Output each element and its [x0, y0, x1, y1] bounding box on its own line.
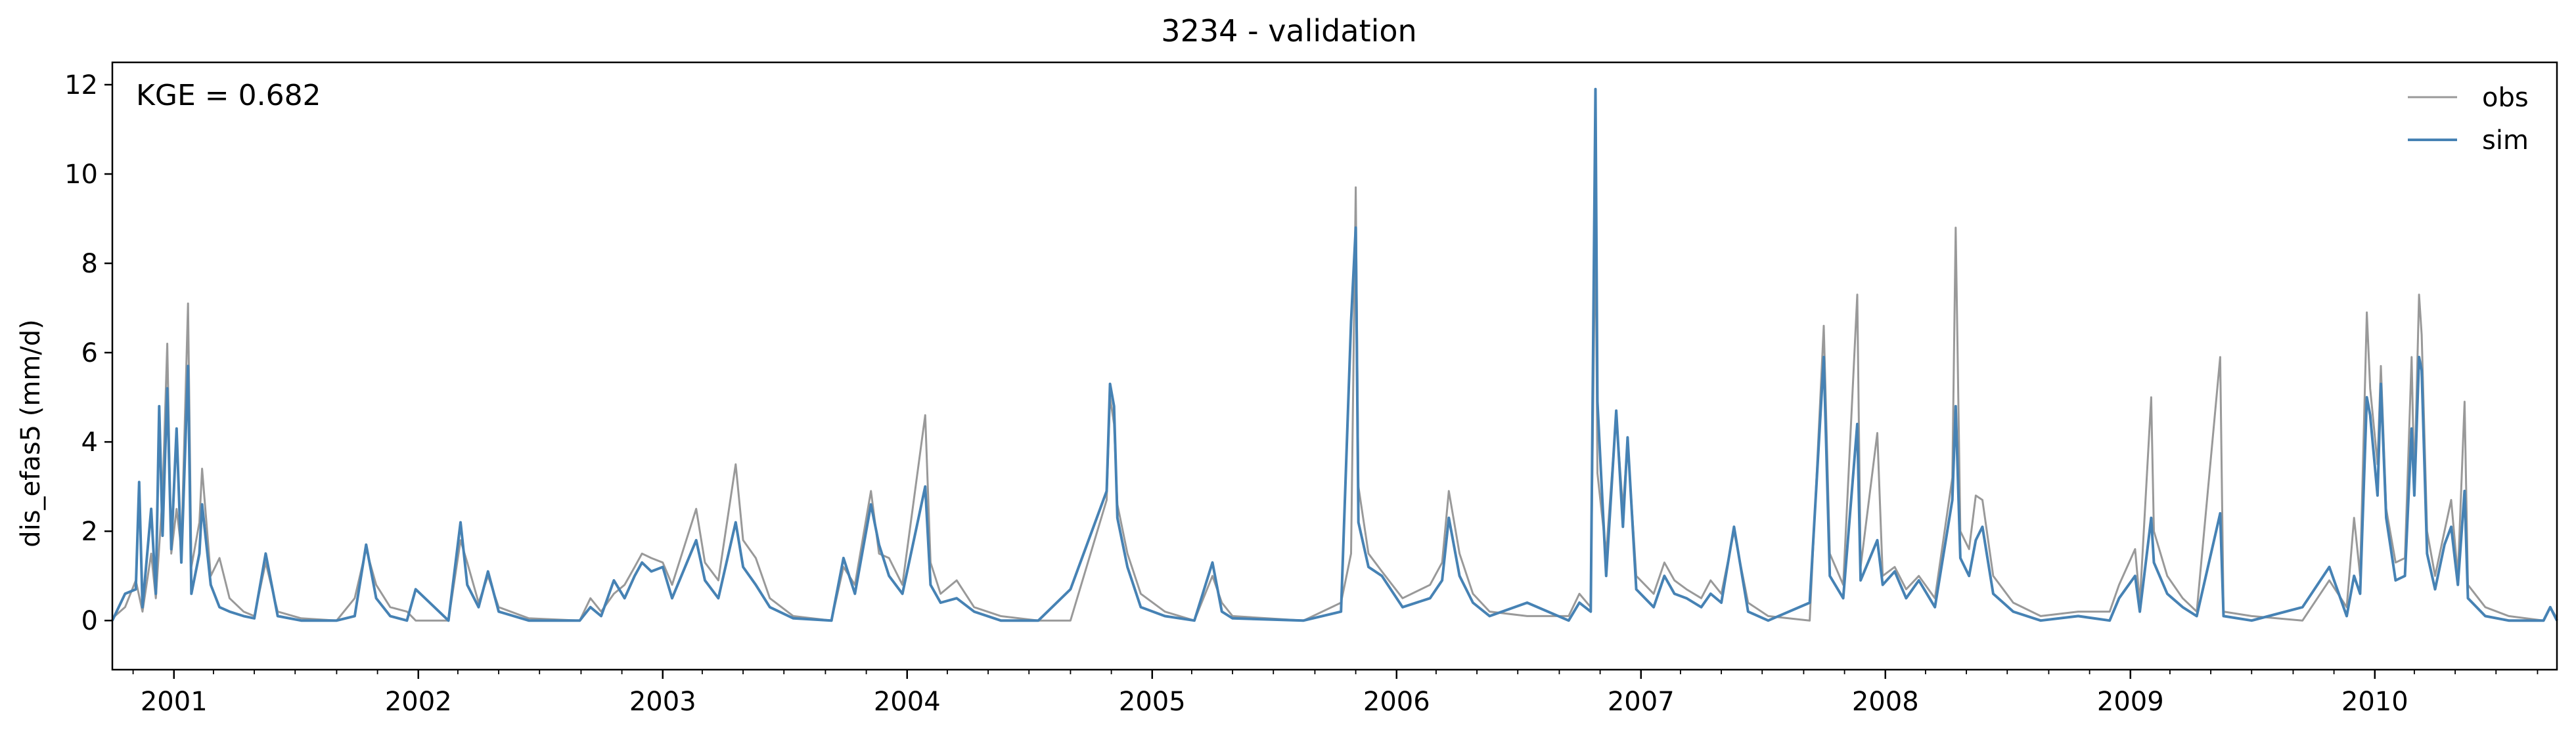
plot-frame: [111, 61, 2558, 671]
x-tick-label: 2001: [141, 687, 208, 717]
y-tick-label: 10: [64, 160, 98, 190]
y-tick-label: 8: [81, 249, 98, 279]
legend-label-sim: sim: [2482, 125, 2529, 156]
x-axis-ticks: 2001 2002 2003 2004 2005 2006 2007 2008 2009 2010: [132, 670, 2539, 717]
x-tick-label: 2005: [1119, 687, 1186, 717]
y-tick-label: 2: [81, 517, 98, 547]
x-tick-label: 2007: [1608, 687, 1675, 717]
x-tick-label: 2010: [2341, 687, 2408, 717]
kge-annotation: KGE = 0.682: [136, 79, 321, 112]
x-tick-label: 2003: [629, 687, 696, 717]
x-tick-label: 2008: [1852, 687, 1919, 717]
x-tick-label: 2006: [1363, 687, 1430, 717]
x-tick-label: 2004: [874, 687, 941, 717]
series-line-sim: [111, 87, 2558, 622]
y-tick-label: 12: [64, 70, 98, 100]
x-tick-label: 2009: [2097, 687, 2164, 717]
y-tick-label: 4: [81, 427, 98, 458]
legend: obs sim: [2408, 83, 2529, 156]
y-axis-ticks: 0 2 4 6 8 10 12: [64, 70, 112, 636]
y-tick-label: 6: [81, 338, 98, 368]
series-line-obs: [112, 186, 2558, 622]
x-tick-label: 2002: [385, 687, 452, 717]
series-layer: [111, 87, 2558, 622]
y-tick-label: 0: [81, 606, 98, 636]
y-axis-label: dis_efas5 (mm/d): [16, 319, 46, 548]
legend-label-obs: obs: [2482, 83, 2529, 113]
chart-title: 3234 - validation: [1161, 13, 1416, 49]
